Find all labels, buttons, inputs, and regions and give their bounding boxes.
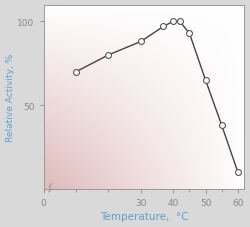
Point [139,40,143,44]
Point [74,71,78,74]
Point [204,79,208,83]
Y-axis label: Relative Activity, %: Relative Activity, % [6,54,15,141]
Point [220,124,224,128]
Point [178,20,182,24]
Point [171,20,175,24]
Point [236,171,240,175]
Point [162,25,166,29]
Point [188,32,192,36]
Point [106,54,110,57]
X-axis label: Temperature,  °C: Temperature, °C [100,212,188,222]
